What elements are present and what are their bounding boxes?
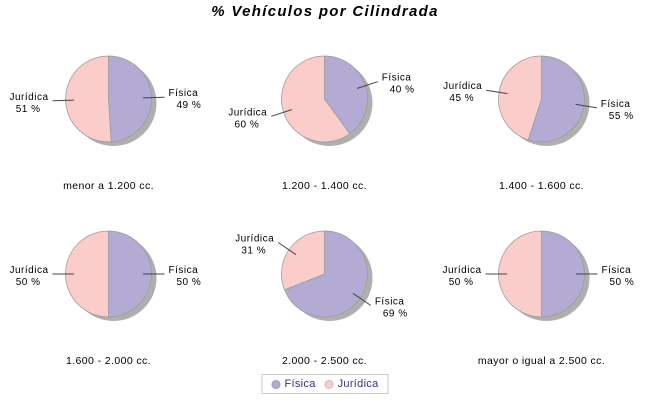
- label-leader-line: [277, 242, 297, 256]
- label-leader-line: [486, 89, 508, 95]
- category-label: 1.200 - 1.400 cc.: [281, 180, 368, 192]
- slice-name-label: Jurídica: [9, 265, 48, 276]
- legend-marker-juridica-icon: [324, 379, 334, 389]
- slice-name-label: Jurídica: [442, 265, 481, 276]
- pie-cell: Física 49 % Jurídica 51 % menor a 1.200 cc.: [0, 28, 217, 200]
- slice-name-label: Física: [602, 265, 632, 276]
- slice-name-label: Física: [601, 99, 631, 110]
- pie-cell: Física 50 % Jurídica 50 % 1.600 - 2.000 cc.: [0, 203, 217, 375]
- pie-cell: Física 40 % Jurídica 60 % 1.200 - 1.400 cc.: [216, 28, 433, 200]
- label-leader-line: [271, 109, 292, 117]
- legend-marker-fisica-icon: [271, 379, 281, 389]
- slice-percent-label: 50 %: [610, 277, 635, 288]
- slice-percent-label: 40 %: [390, 85, 415, 96]
- pie-slice-juridica: [65, 55, 112, 143]
- slice-percent-label: 60 %: [234, 119, 259, 130]
- pie-cell: Física 50 % Jurídica 50 % mayor o igual a 2…: [433, 203, 650, 375]
- category-label: 1.400 - 1.600 cc.: [498, 180, 585, 192]
- slice-name-label: Física: [382, 73, 412, 84]
- slice-percent-label: 69 %: [383, 308, 408, 319]
- legend-label-juridica: Jurídica: [337, 378, 379, 390]
- slice-percent-label: 45 %: [449, 93, 474, 104]
- slice-percent-label: 51 %: [16, 104, 41, 115]
- slice-percent-label: 50 %: [449, 277, 474, 288]
- label-leader-line: [352, 292, 372, 306]
- slice-percent-label: 55 %: [609, 111, 634, 122]
- slice-name-label: Física: [168, 88, 198, 99]
- label-leader-line: [357, 81, 378, 89]
- legend: Física Jurídica: [261, 374, 389, 394]
- category-label: 1.600 - 2.000 cc.: [65, 355, 152, 367]
- slice-name-label: Jurídica: [10, 92, 49, 103]
- slice-name-label: Física: [375, 296, 405, 307]
- slice-name-label: Física: [169, 265, 199, 276]
- slice-name-label: Jurídica: [235, 234, 274, 245]
- pie-cell: Física 69 % Jurídica 31 % 2.000 - 2.500 cc.: [216, 203, 433, 375]
- label-leader-line: [575, 103, 597, 109]
- legend-item-juridica: Jurídica: [324, 378, 379, 390]
- slice-percent-label: 50 %: [177, 277, 202, 288]
- label-leader-line: [52, 99, 75, 102]
- category-label: menor a 1.200 cc.: [63, 180, 154, 192]
- slice-name-label: Jurídica: [228, 107, 267, 118]
- pie-cell: Física 55 % Jurídica 45 % 1.400 - 1.600 cc.: [433, 28, 650, 200]
- label-leader-line: [142, 96, 165, 99]
- slice-percent-label: 50 %: [16, 277, 41, 288]
- slice-name-label: Jurídica: [443, 81, 482, 92]
- category-label: mayor o igual a 2.500 cc.: [477, 355, 606, 367]
- chart-title: % Vehículos por Cilindrada: [211, 3, 439, 20]
- slice-percent-label: 49 %: [176, 100, 201, 111]
- category-label: 2.000 - 2.500 cc.: [281, 355, 368, 367]
- slice-percent-label: 31 %: [241, 246, 266, 257]
- legend-label-fisica: Física: [284, 378, 316, 390]
- legend-item-fisica: Física: [271, 378, 315, 390]
